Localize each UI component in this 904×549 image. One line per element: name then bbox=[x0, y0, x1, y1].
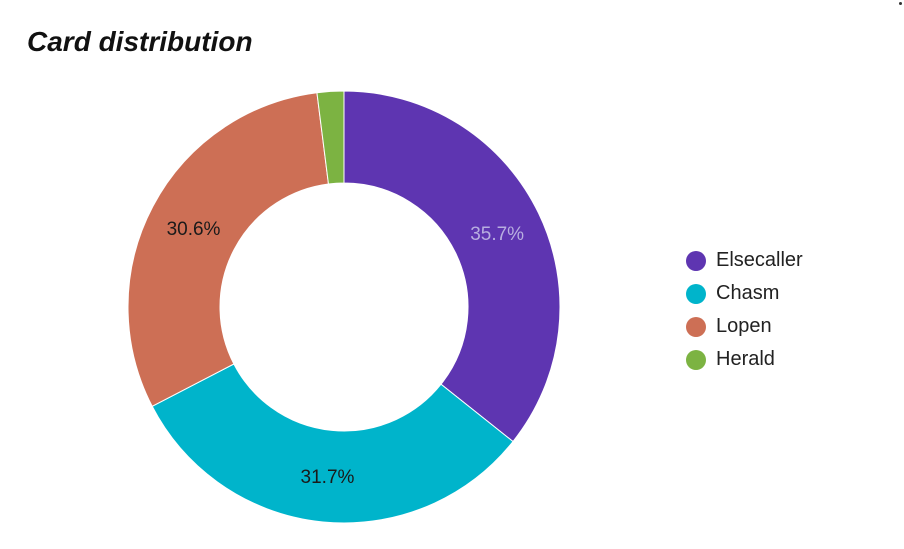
chart-legend: Elsecaller Chasm Lopen Herald bbox=[686, 244, 803, 376]
legend-swatch bbox=[686, 283, 706, 304]
slice-chasm[interactable] bbox=[151, 363, 514, 524]
corner-dot bbox=[899, 2, 902, 5]
slice-lopen[interactable] bbox=[127, 92, 330, 407]
legend-item-chasm[interactable]: Chasm bbox=[686, 277, 803, 310]
legend-label: Herald bbox=[716, 348, 775, 370]
legend-swatch bbox=[686, 349, 706, 370]
legend-label: Lopen bbox=[716, 315, 772, 337]
slice-herald[interactable] bbox=[316, 90, 345, 185]
legend-item-herald[interactable]: Herald bbox=[686, 343, 803, 376]
legend-label: Chasm bbox=[716, 282, 780, 304]
legend-item-lopen[interactable]: Lopen bbox=[686, 310, 803, 343]
legend-swatch bbox=[686, 250, 706, 271]
legend-swatch bbox=[686, 316, 706, 337]
legend-label: Elsecaller bbox=[716, 249, 803, 271]
data-label-chasm: 31.7% bbox=[301, 467, 355, 488]
data-label-elsecaller: 35.7% bbox=[470, 224, 524, 245]
slice-elsecaller[interactable] bbox=[343, 90, 561, 443]
legend-item-elsecaller[interactable]: Elsecaller bbox=[686, 244, 803, 277]
chart-title: Card distribution bbox=[27, 26, 253, 57]
data-label-lopen: 30.6% bbox=[167, 219, 221, 240]
